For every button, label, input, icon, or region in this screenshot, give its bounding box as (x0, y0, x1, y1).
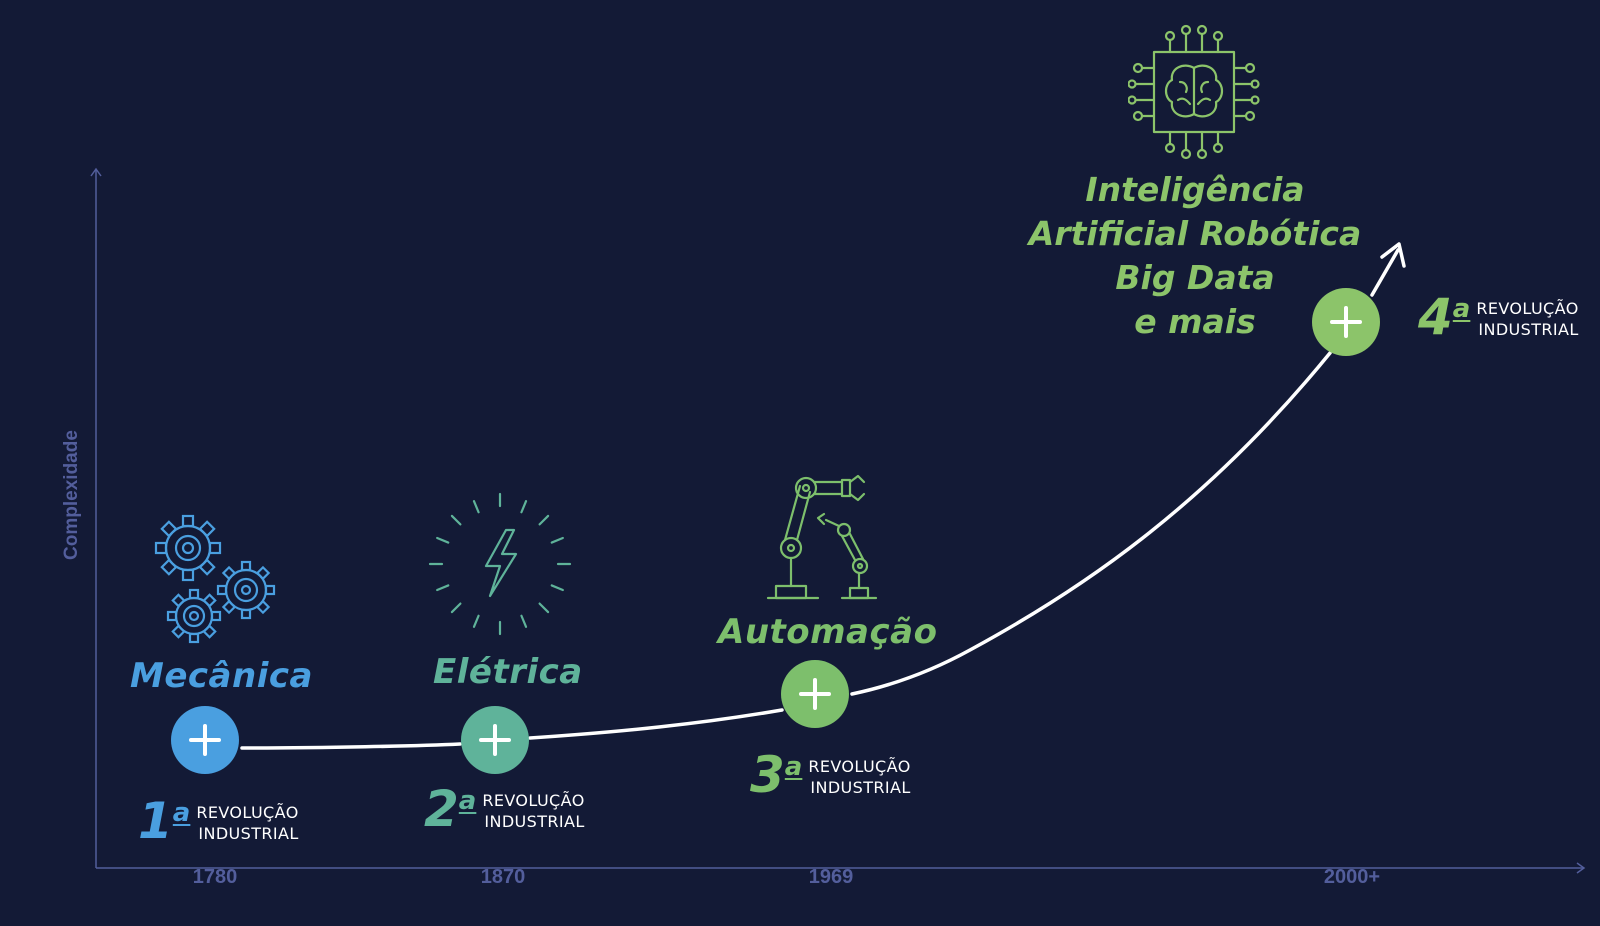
x-axis (96, 862, 1586, 874)
revolution-line-2: INDUSTRIAL (484, 812, 585, 831)
ai-chip-brain-icon (1128, 24, 1260, 160)
growth-curve (240, 248, 1400, 750)
revolution-number: 2 (424, 780, 459, 838)
revolution-text: REVOLUÇÃO INDUSTRIAL (1476, 298, 1578, 340)
expand-node-3[interactable] (781, 660, 849, 728)
robotic-arm-icon (766, 474, 878, 600)
plus-icon (479, 724, 511, 756)
revolution-text: REVOLUÇÃO INDUSTRIAL (196, 802, 298, 844)
revolution-text: REVOLUÇÃO INDUSTRIAL (808, 756, 910, 798)
y-axis-label: Complexidade (61, 430, 82, 560)
year-label-1870: 1870 (480, 866, 526, 888)
expand-node-4[interactable] (1312, 288, 1380, 356)
revolution-line-2: INDUSTRIAL (198, 824, 299, 843)
lightning-icon (428, 492, 572, 636)
revolution-line-1: REVOLUÇÃO (196, 803, 299, 822)
revolution-text: REVOLUÇÃO INDUSTRIAL (482, 790, 584, 832)
revolution-number: 1 (138, 792, 173, 850)
expand-node-1[interactable] (171, 706, 239, 774)
plus-icon (799, 678, 831, 710)
ai-title-line-1: Inteligência (1085, 170, 1305, 209)
year-label-1780: 1780 (192, 866, 238, 888)
era-title-inteligencia-artificial: Inteligência Artificial Robótica Big Dat… (1020, 168, 1370, 344)
ordinal-indicator: a (458, 786, 477, 816)
curve-arrowhead (1380, 242, 1406, 268)
year-label-2000: 2000+ (1323, 866, 1381, 888)
era-title-mecanica: Mecânica (130, 656, 313, 696)
expand-node-2[interactable] (461, 706, 529, 774)
revolution-line-1: REVOLUÇÃO (808, 757, 911, 776)
ai-title-line-2: Artificial Robótica (1028, 214, 1362, 253)
revolution-label-1: 1 a REVOLUÇÃO INDUSTRIAL (138, 796, 299, 846)
era-title-automacao: Automação (718, 612, 938, 652)
ordinal-indicator: a (1452, 294, 1471, 324)
ordinal-indicator: a (784, 752, 803, 782)
ordinal-indicator: a (172, 798, 191, 828)
revolution-label-2: 2 a REVOLUÇÃO INDUSTRIAL (424, 784, 585, 834)
ai-title-line-3: Big Data (1115, 258, 1275, 297)
revolution-line-2: INDUSTRIAL (1478, 320, 1579, 339)
revolution-line-1: REVOLUÇÃO (1476, 299, 1579, 318)
revolution-label-4: 4 a REVOLUÇÃO INDUSTRIAL (1418, 292, 1579, 342)
plus-icon (189, 724, 221, 756)
year-label-1969: 1969 (808, 866, 854, 888)
revolution-label-3: 3 a REVOLUÇÃO INDUSTRIAL (750, 750, 911, 800)
revolution-number: 4 (1418, 288, 1453, 346)
ai-title-line-4: e mais (1134, 302, 1256, 341)
gears-icon (154, 514, 276, 644)
era-title-eletrica: Elétrica (433, 652, 583, 692)
revolution-line-2: INDUSTRIAL (810, 778, 911, 797)
plus-icon (1330, 306, 1362, 338)
y-axis (90, 167, 102, 868)
revolution-line-1: REVOLUÇÃO (482, 791, 585, 810)
revolution-number: 3 (750, 746, 785, 804)
